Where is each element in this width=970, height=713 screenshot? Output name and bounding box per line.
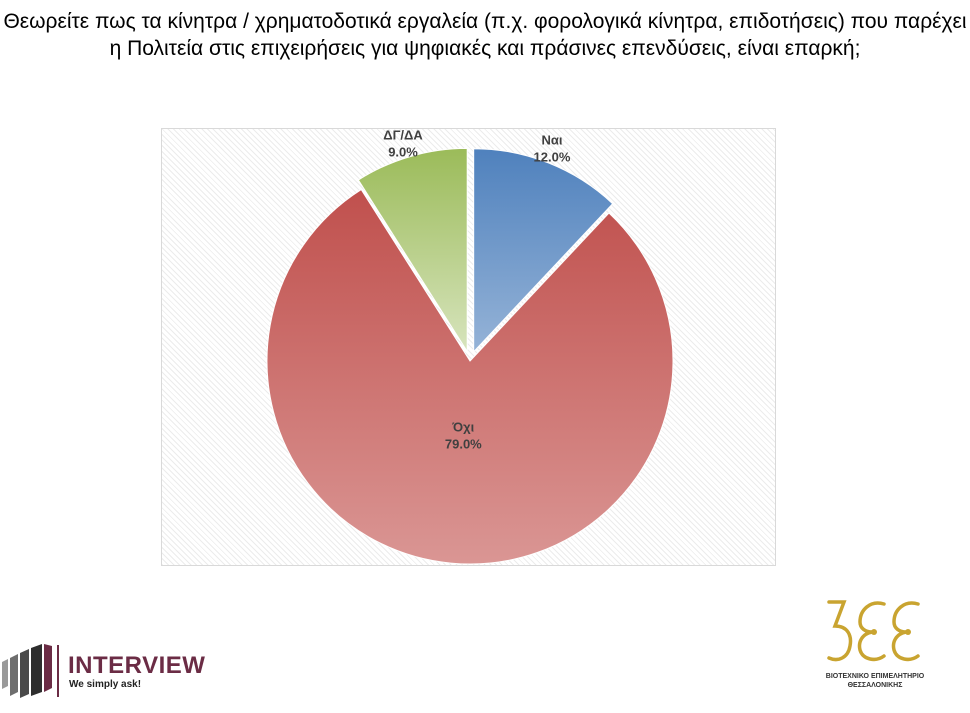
slice-value-label: 12.0%: [534, 149, 571, 164]
page-title: Θεωρείτε πως τα κίνητρα / χρηματοδοτικά …: [3, 10, 967, 60]
slice-category-label: Ναι: [541, 132, 562, 147]
interview-logo: [2, 644, 59, 698]
bee-logo-line1: ΒΙΟΤΕΧΝΙΚΟ ΕΠΙΜΕΛΗΤΗΡΙΟ: [825, 673, 925, 680]
slice-value-label: 79.0%: [445, 437, 482, 452]
pie-chart: Ναι 12.0% Όχι 79.0% ΔΓ/ΔΑ 9.0%: [266, 129, 674, 565]
pie-slice-3: [357, 147, 468, 354]
slice-value-label: 9.0%: [388, 144, 418, 159]
slice-label-2: Όχι 79.0%: [445, 420, 482, 452]
bee-logo: [827, 600, 920, 662]
pie-slices: [266, 147, 674, 565]
pie-labels: Ναι 12.0% Όχι 79.0% ΔΓ/ΔΑ 9.0%: [383, 129, 571, 452]
interview-logo-name: INTERVIEW: [68, 652, 206, 679]
chart-area: Ναι 12.0% Όχι 79.0% ΔΓ/ΔΑ 9.0%: [161, 128, 776, 566]
slice-category-label: ΔΓ/ΔΑ: [383, 129, 423, 142]
slice-category-label: Όχι: [451, 420, 474, 435]
pie-slice-2: [266, 188, 674, 565]
slice-label-3: ΔΓ/ΔΑ 9.0%: [383, 129, 423, 159]
pie-slice-1: [473, 148, 614, 353]
interview-bars-icon: [2, 644, 52, 698]
interview-logo-tagline: We simply ask!: [69, 679, 142, 690]
slice-label-1: Ναι 12.0%: [534, 132, 571, 164]
bee-logo-line2: ΘΕΣΣΑΛΟΝΙΚΗΣ: [847, 682, 903, 689]
